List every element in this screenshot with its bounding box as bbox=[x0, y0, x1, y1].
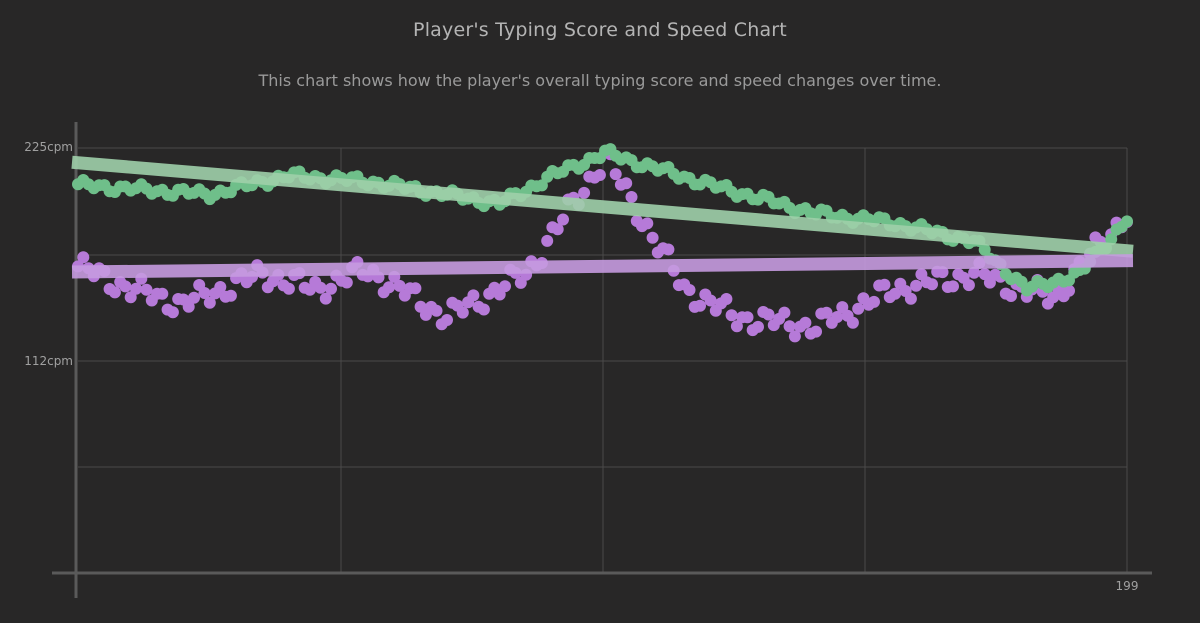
score-point bbox=[947, 280, 959, 293]
score-point bbox=[319, 292, 332, 305]
score-point bbox=[119, 280, 132, 293]
score-point bbox=[140, 283, 153, 296]
score-point bbox=[868, 295, 880, 308]
speed-point bbox=[1121, 215, 1133, 228]
score-point bbox=[889, 287, 902, 300]
score-point bbox=[741, 311, 754, 324]
score-point bbox=[609, 168, 622, 181]
score-point bbox=[340, 276, 353, 289]
score-point bbox=[188, 291, 200, 304]
score-point bbox=[788, 330, 801, 343]
speed-point bbox=[535, 179, 548, 192]
score-point bbox=[214, 281, 227, 293]
score-point bbox=[783, 320, 796, 333]
score-point bbox=[730, 320, 743, 333]
score-point bbox=[878, 278, 891, 291]
score-point bbox=[820, 306, 833, 319]
score-point bbox=[156, 287, 169, 300]
score-point bbox=[625, 191, 638, 203]
speed-point bbox=[1105, 233, 1118, 246]
score-point bbox=[694, 299, 706, 312]
score-point bbox=[799, 316, 812, 329]
score-point bbox=[578, 186, 591, 199]
axes bbox=[52, 122, 1152, 598]
chart-title: Player's Typing Score and Speed Chart bbox=[413, 19, 787, 41]
score-point bbox=[541, 234, 554, 247]
score-point bbox=[477, 303, 490, 316]
score-point bbox=[810, 325, 822, 338]
score-point bbox=[393, 279, 406, 292]
score-point bbox=[441, 314, 453, 326]
score-point bbox=[1063, 284, 1075, 297]
score-point bbox=[926, 278, 938, 291]
score-point bbox=[641, 217, 654, 230]
x-tick-label: 199 bbox=[1116, 579, 1139, 593]
score-point bbox=[409, 282, 422, 295]
score-point bbox=[198, 287, 211, 299]
y-tick-label: 225cpm bbox=[24, 140, 73, 154]
score-point bbox=[646, 231, 659, 244]
score-point bbox=[662, 243, 675, 256]
score-point bbox=[762, 308, 775, 321]
speed-trend-line bbox=[71, 155, 1134, 258]
score-point bbox=[752, 320, 764, 333]
score-point bbox=[846, 316, 859, 329]
score-point bbox=[203, 296, 216, 309]
score-point bbox=[130, 282, 142, 295]
score-point bbox=[725, 309, 738, 322]
score-point bbox=[910, 279, 923, 292]
score-point bbox=[831, 311, 844, 323]
chart-subtitle: This chart shows how the player's overal… bbox=[258, 71, 942, 90]
score-point bbox=[593, 169, 606, 181]
score-point bbox=[383, 281, 395, 294]
score-point bbox=[108, 286, 121, 299]
score-point bbox=[968, 266, 981, 279]
speed-point bbox=[1015, 275, 1028, 288]
tick-labels: 225cpm 112cpm 199 bbox=[24, 140, 1138, 593]
score-point bbox=[683, 284, 696, 296]
score-point bbox=[325, 282, 337, 295]
score-point bbox=[904, 292, 917, 305]
score-point bbox=[720, 293, 733, 305]
grid-lines bbox=[78, 147, 1128, 573]
score-point bbox=[836, 301, 849, 314]
score-point bbox=[430, 304, 443, 317]
score-trend-line bbox=[71, 254, 1134, 279]
score-point bbox=[962, 279, 975, 292]
score-point bbox=[620, 177, 633, 190]
score-point bbox=[778, 306, 791, 319]
speed-point bbox=[978, 243, 991, 256]
score-point bbox=[557, 213, 569, 226]
score-point bbox=[499, 280, 511, 293]
score-point bbox=[166, 306, 179, 319]
score-point bbox=[467, 289, 480, 302]
score-point bbox=[314, 281, 327, 294]
score-point bbox=[551, 223, 564, 236]
score-point bbox=[77, 251, 90, 264]
score-point bbox=[224, 289, 237, 302]
score-point bbox=[852, 302, 865, 315]
y-tick-label: 112cpm bbox=[24, 354, 73, 368]
trend-lines bbox=[71, 155, 1134, 279]
score-point bbox=[704, 294, 717, 307]
score-point bbox=[456, 306, 469, 319]
score-point bbox=[282, 282, 295, 295]
score-point bbox=[182, 300, 195, 313]
score-point bbox=[1005, 290, 1017, 302]
